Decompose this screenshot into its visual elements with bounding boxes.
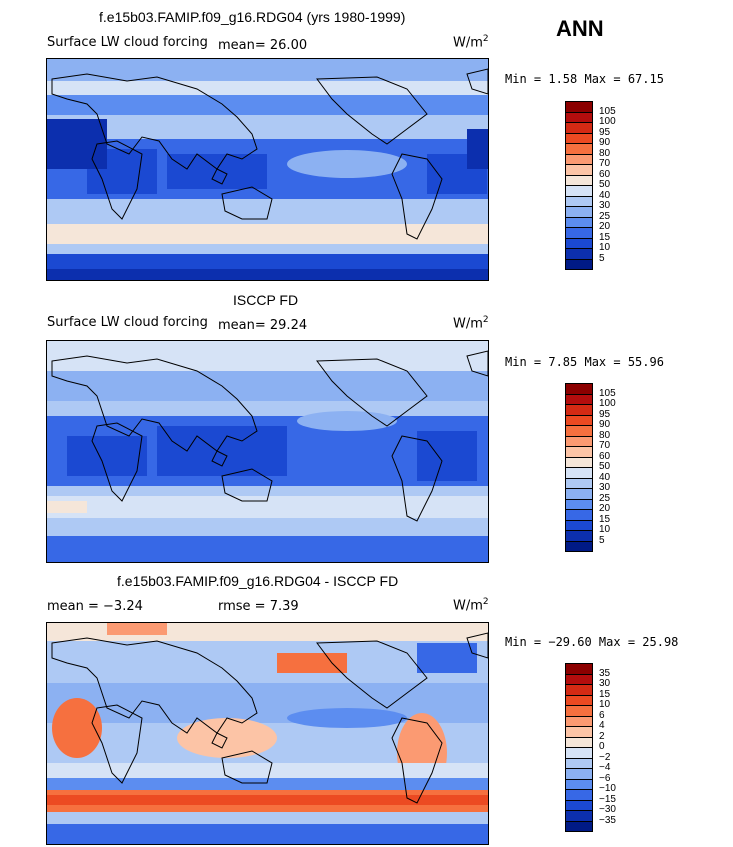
colorbar-1-tick-label: 70 xyxy=(599,158,611,169)
colorbar-1-tick-label: 100 xyxy=(599,116,616,127)
colorbar-2-tick-label: 30 xyxy=(599,482,611,493)
colorbar-1-tick-label: 80 xyxy=(599,147,611,159)
panel2-minmax: Min = 7.85 Max = 55.96 xyxy=(505,355,664,369)
colorbar-3-tick-label: −30 xyxy=(599,804,616,815)
colorbar-1-swatch-15 xyxy=(565,258,593,270)
panel1-mean: mean= 26.00 xyxy=(218,38,308,53)
colorbar-3-tick-label: 15 xyxy=(599,688,611,700)
colorbar-3-tick-label: −2 xyxy=(599,751,611,763)
colorbar-2-swatch-15 xyxy=(565,540,593,552)
panel2-title: ISCCP FD xyxy=(233,292,299,308)
colorbar-2-tick-label: 60 xyxy=(599,450,611,462)
season-label: ANN xyxy=(556,16,604,41)
colorbar-1-tick-label: 50 xyxy=(599,179,611,190)
colorbar-2-tick-label: 80 xyxy=(599,429,611,441)
colorbar-2-tick-label: 105 xyxy=(599,387,616,399)
colorbar-3-tick-label: −4 xyxy=(599,762,611,773)
colorbar-2-tick-label: 25 xyxy=(599,492,611,504)
colorbar-2-tick-label: 10 xyxy=(599,524,611,535)
colorbar-1-tick-label: 10 xyxy=(599,242,611,253)
panel2-mean: mean= 29.24 xyxy=(218,318,308,333)
colorbar-1-tick-label: 15 xyxy=(599,231,611,243)
panel1-variable: Surface LW cloud forcing xyxy=(47,35,208,50)
panel3-title: f.e15b03.FAMIP.f09_g16.RDG04 - ISCCP FD xyxy=(117,573,399,589)
panel3-colorbar: 35 30 15 10 6 4 2 0 −2 −4 −6 −10 −15 −30 −35 xyxy=(565,663,645,838)
panel1-colorbar: 105 100 95 90 80 70 60 50 40 30 25 20 15 10 5 xyxy=(565,101,645,276)
panel2-map xyxy=(46,340,489,563)
panel3-map-svg xyxy=(47,623,488,844)
colorbar-2-tick-label: 100 xyxy=(599,398,616,409)
panel1-units: W/m2 xyxy=(453,34,489,51)
colorbar-3-tick-label: 0 xyxy=(599,741,605,752)
colorbar-2-tick-label: 70 xyxy=(599,440,611,451)
colorbar-1-tick-label: 90 xyxy=(599,137,611,148)
colorbar-3-tick-label: −15 xyxy=(599,793,616,805)
colorbar-1-tick-label: 60 xyxy=(599,168,611,180)
colorbar-3-tick-label: 2 xyxy=(599,730,605,742)
colorbar-3-tick-label: 30 xyxy=(599,678,611,689)
colorbar-1-tick-label: 40 xyxy=(599,189,611,201)
panel3-units: W/m2 xyxy=(453,597,489,614)
colorbar-2-tick-label: 50 xyxy=(599,461,611,472)
colorbar-3-tick-label: 10 xyxy=(599,699,611,710)
panel2-colorbar: 105 100 95 90 80 70 60 50 40 30 25 20 15 10 5 xyxy=(565,383,645,558)
panel1-minmax: Min = 1.58 Max = 67.15 xyxy=(505,72,664,86)
colorbar-3-tick-label: 35 xyxy=(599,667,611,679)
panel3-mean: mean = −3.24 xyxy=(47,599,143,614)
colorbar-2-tick-label: 40 xyxy=(599,471,611,483)
colorbar-3-tick-label: −35 xyxy=(599,814,616,826)
colorbar-2-tick-label: 5 xyxy=(599,534,605,546)
colorbar-3-tick-label: 6 xyxy=(599,709,605,721)
panel2-units: W/m2 xyxy=(453,315,489,332)
colorbar-2-tick-label: 15 xyxy=(599,513,611,525)
panel1-map xyxy=(46,58,489,281)
colorbar-1-tick-label: 105 xyxy=(599,105,616,117)
colorbar-3-tick-label: −6 xyxy=(599,772,611,784)
colorbar-3-tick-label: 4 xyxy=(599,720,605,731)
panel2-map-svg xyxy=(47,341,488,562)
colorbar-1-tick-label: 30 xyxy=(599,200,611,211)
colorbar-1-tick-label: 5 xyxy=(599,252,605,264)
colorbar-1-tick-label: 25 xyxy=(599,210,611,222)
colorbar-2-tick-label: 20 xyxy=(599,503,611,514)
colorbar-1-tick-label: 20 xyxy=(599,221,611,232)
panel3-rmse: rmse = 7.39 xyxy=(218,599,299,614)
panel1-title: f.e15b03.FAMIP.f09_g16.RDG04 (yrs 1980-1… xyxy=(99,9,406,25)
panel3-map xyxy=(46,622,489,845)
panel3-minmax: Min = −29.60 Max = 25.98 xyxy=(505,635,679,649)
panel2-variable: Surface LW cloud forcing xyxy=(47,315,208,330)
colorbar-2-tick-label: 95 xyxy=(599,408,611,420)
colorbar-2-tick-label: 90 xyxy=(599,419,611,430)
colorbar-3-tick-label: −10 xyxy=(599,783,616,794)
panel1-map-svg xyxy=(47,59,488,280)
colorbar-3-swatch-15 xyxy=(565,820,593,832)
colorbar-1-tick-label: 95 xyxy=(599,126,611,138)
